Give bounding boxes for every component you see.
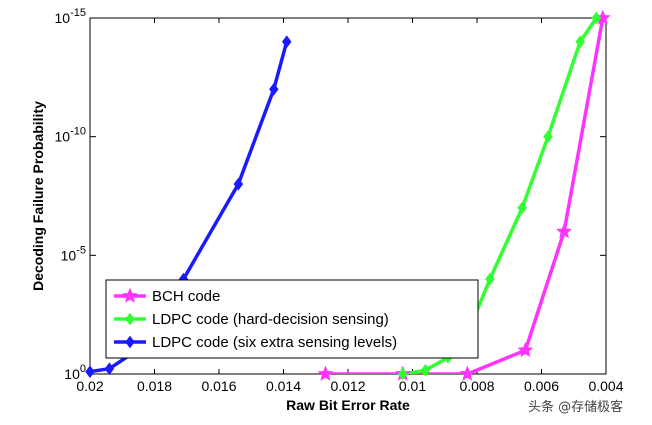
star-marker — [317, 365, 334, 381]
diamond-marker — [398, 367, 408, 381]
diamond-marker — [233, 177, 244, 191]
x-axis-title: Raw Bit Error Rate — [286, 397, 410, 413]
x-tick-label: 0.01 — [399, 378, 426, 394]
diamond-marker — [575, 35, 585, 49]
x-tick-label: 0.018 — [137, 378, 172, 394]
x-tick-label: 0.004 — [588, 378, 623, 394]
star-marker — [122, 287, 138, 303]
diamond-marker — [125, 312, 135, 326]
diamond-marker — [420, 363, 431, 377]
star-marker — [459, 365, 476, 381]
legend-box — [105, 279, 479, 359]
legend-label: LDPC code (six extra sensing levels) — [152, 334, 397, 351]
legend-label: BCH code — [152, 288, 220, 305]
y-tick-label: 10-10 — [55, 126, 86, 145]
star-marker — [556, 223, 572, 239]
legend: BCH code LDPC code (hard-decision sensing… — [105, 279, 479, 359]
diamond-marker — [125, 335, 135, 349]
legend-label: LDPC code (hard-decision sensing) — [152, 311, 389, 328]
y-tick-label: 100 — [64, 363, 86, 382]
x-tick-label: 0.006 — [524, 378, 559, 394]
axis-ticks: 0.02 0.018 0.016 0.014 0.012 0.01 0.008 0.006 0.… — [55, 7, 624, 394]
diamond-marker — [591, 11, 602, 25]
x-tick-label: 0.012 — [330, 378, 365, 394]
series-line-0 — [325, 18, 605, 374]
watermark-text: 头条 @存储极客 — [528, 400, 624, 415]
diamond-marker — [269, 82, 279, 96]
diamond-marker — [104, 362, 115, 376]
y-axis-title: Decoding Failure Probability — [30, 101, 46, 291]
diamond-marker — [543, 130, 553, 144]
y-tick-label: 10-5 — [61, 244, 86, 263]
diamond-marker — [281, 35, 292, 49]
x-tick-label: 0.016 — [201, 378, 236, 394]
star-marker — [517, 342, 534, 357]
diamond-marker — [485, 272, 495, 286]
x-tick-label: 0.02 — [76, 378, 103, 394]
x-tick-label: 0.008 — [459, 378, 494, 394]
diamond-marker — [85, 365, 95, 379]
legend-items: BCH code LDPC code (hard-decision sensing… — [114, 287, 397, 351]
y-tick-label: 10-15 — [55, 7, 86, 26]
x-tick-label: 0.014 — [266, 378, 301, 394]
diamond-marker — [517, 201, 527, 215]
